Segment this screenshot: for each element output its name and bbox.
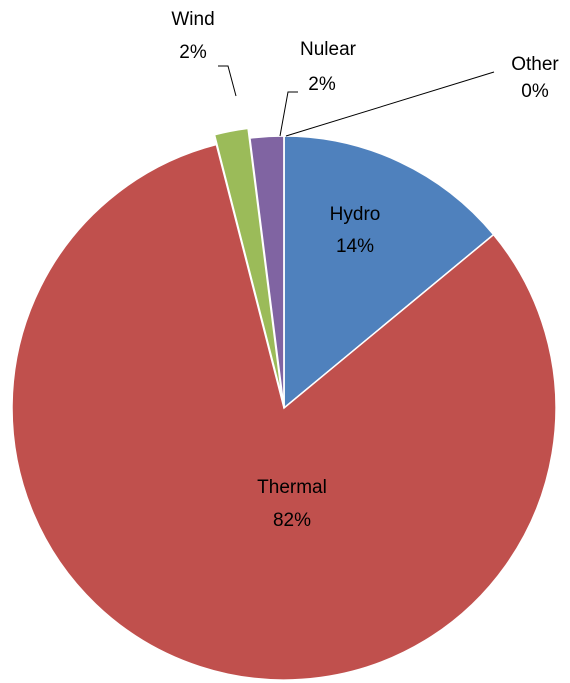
pie-slice <box>283 135 495 410</box>
slice-name: Wind <box>171 9 214 30</box>
pie <box>11 127 557 681</box>
data-label: 2% <box>179 42 207 63</box>
pie-slice <box>11 143 557 681</box>
slice-name: Thermal <box>257 477 327 498</box>
leader-line <box>285 71 495 137</box>
labels: Hydro 14% Thermal 82% Wind 2% Nulear 2% Other 0% <box>171 9 559 531</box>
leader-line <box>279 91 298 137</box>
slice-name: Other <box>511 54 559 75</box>
data-label: 14% <box>336 236 374 257</box>
data-label: 0% <box>521 81 549 102</box>
data-label: 82% <box>273 510 311 531</box>
data-label: 2% <box>308 74 336 95</box>
slice-name: Hydro <box>330 204 381 225</box>
pie-slice <box>213 127 283 399</box>
leader-line <box>218 65 237 97</box>
slice-name: Nulear <box>300 39 357 60</box>
